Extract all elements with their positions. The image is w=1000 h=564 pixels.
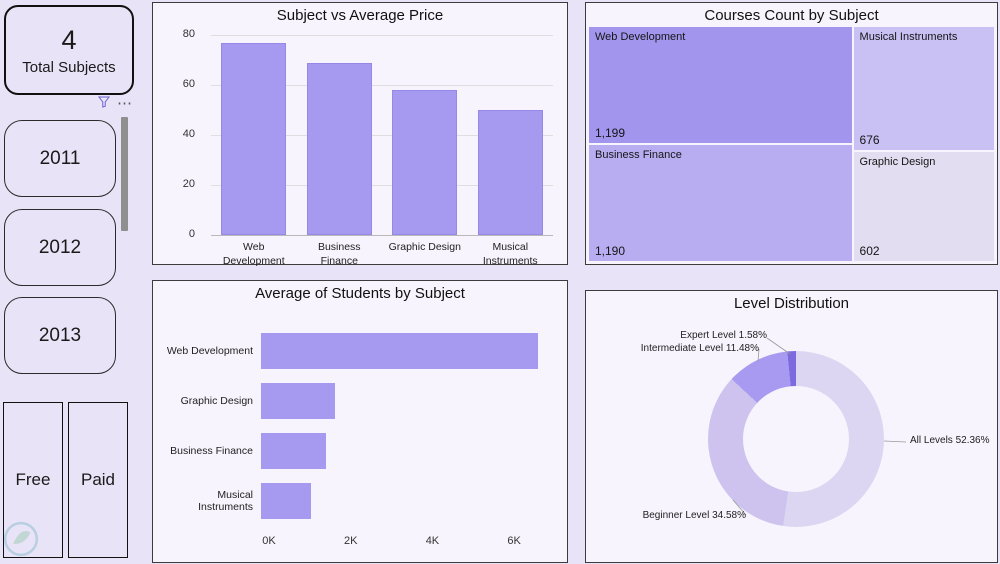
watermark-logo bbox=[2, 520, 40, 563]
bar-business-finance[interactable] bbox=[261, 433, 327, 469]
price-x-axis: Web Development Business Finance Graphic D… bbox=[211, 241, 553, 268]
total-subjects-card: 4 Total Subjects bbox=[4, 5, 134, 95]
bar-web-development[interactable] bbox=[221, 42, 287, 235]
gridline bbox=[211, 235, 553, 236]
category-label: Business Finance bbox=[170, 445, 253, 457]
card-subject-vs-average-price: Subject vs Average Price 0 20 40 60 80 Web D… bbox=[152, 2, 568, 268]
year-slicer-item-2011[interactable]: 2011 bbox=[4, 120, 116, 197]
treemap-cell-musical-instruments[interactable]: Musical Instruments 676 bbox=[853, 27, 994, 150]
x-axis-label: Business Finance bbox=[317, 241, 361, 267]
y-axis-label: 80 bbox=[182, 28, 195, 40]
x-axis-label: 4K bbox=[425, 535, 440, 547]
treemap-cell-label: Web Development bbox=[595, 31, 686, 43]
treemap-cell-value: 1,190 bbox=[595, 244, 626, 258]
card-average-students-by-subject: Average of Students by Subject Web Devel… bbox=[152, 280, 568, 563]
bar-graphic-design[interactable] bbox=[392, 90, 458, 235]
bar-musical-instruments[interactable] bbox=[477, 110, 543, 235]
treemap-cell-web-development[interactable]: Web Development 1,199 bbox=[589, 27, 852, 144]
bar-row: Graphic Design bbox=[161, 383, 555, 419]
bar-graphic-design[interactable] bbox=[261, 383, 335, 419]
year-slicer-scrollbar[interactable] bbox=[121, 117, 128, 231]
treemap-cell-label: Musical Instruments bbox=[859, 31, 958, 43]
category-label: Musical Instruments bbox=[198, 489, 253, 513]
donut-label-intermediate: Intermediate Level 11.48% bbox=[640, 343, 759, 354]
filter-icon[interactable] bbox=[97, 95, 111, 113]
bar-track bbox=[261, 333, 555, 369]
total-subjects-label: Total Subjects bbox=[22, 58, 116, 76]
bars-container bbox=[211, 35, 553, 235]
bar-row: Web Development bbox=[161, 333, 555, 369]
treemap-cell-label: Business Finance bbox=[595, 149, 682, 162]
students-x-axis: 0K 2K 4K 6K bbox=[262, 535, 555, 549]
x-axis-label: 6K bbox=[507, 535, 521, 547]
paid-filter-button[interactable]: Paid bbox=[68, 402, 128, 558]
price-y-axis: 0 20 40 60 80 bbox=[153, 28, 203, 240]
bar-row: Business Finance bbox=[161, 433, 555, 469]
x-axis-label: Musical Instruments bbox=[482, 241, 538, 267]
treemap-cell-graphic-design[interactable]: Graphic Design 602 bbox=[853, 151, 994, 261]
year-slicer-item-2012[interactable]: 2012 bbox=[4, 209, 116, 286]
bar-track bbox=[261, 433, 555, 469]
x-axis-label: Graphic Design bbox=[388, 241, 461, 253]
y-axis-label: 40 bbox=[182, 128, 195, 140]
gridline bbox=[211, 35, 553, 36]
more-options-icon[interactable]: ⋯ bbox=[117, 95, 132, 112]
students-rows: Web Development Graphic Design Business Fi… bbox=[161, 333, 555, 533]
card-level-distribution: Level Distribution Expert Level 1.58% In… bbox=[585, 290, 998, 563]
year-slicer-toolbar: ⋯ bbox=[97, 95, 132, 113]
x-axis-label: Web Development bbox=[222, 241, 285, 267]
treemap-cell-value: 676 bbox=[859, 132, 880, 147]
bar-musical-instruments[interactable] bbox=[261, 483, 312, 519]
treemap: Web Development 1,199 Business Finance 1,19… bbox=[589, 27, 994, 261]
chart-title: Level Distribution bbox=[733, 295, 850, 312]
donut-label-all-levels: All Levels 52.36% bbox=[910, 435, 990, 446]
chart-title: Subject vs Average Price bbox=[276, 7, 444, 24]
bar-track bbox=[261, 483, 555, 519]
price-plot bbox=[211, 35, 553, 236]
x-axis-label: 2K bbox=[343, 535, 358, 547]
bar-row: Musical Instruments bbox=[161, 483, 555, 519]
gridline bbox=[211, 185, 553, 186]
bar-business-finance[interactable] bbox=[306, 62, 372, 235]
y-axis-label: 20 bbox=[182, 178, 195, 190]
x-axis-label: 0K bbox=[262, 535, 276, 547]
donut-chart[interactable] bbox=[708, 351, 884, 527]
treemap-cell-value: 1,199 bbox=[595, 126, 626, 141]
treemap-cell-label: Graphic Design bbox=[859, 155, 936, 168]
chart-title: Courses Count by Subject bbox=[704, 7, 879, 24]
donut-label-expert: Expert Level 1.58% bbox=[680, 330, 767, 341]
treemap-cell-business-finance[interactable]: Business Finance 1,190 bbox=[589, 145, 852, 261]
treemap-cell-value: 602 bbox=[859, 244, 880, 258]
chart-title: Average of Students by Subject bbox=[255, 285, 465, 302]
y-axis-label: 0 bbox=[188, 228, 195, 240]
bar-track bbox=[261, 383, 555, 419]
category-label: Graphic Design bbox=[180, 395, 253, 407]
card-courses-count-by-subject: Courses Count by Subject Web Development… bbox=[585, 2, 998, 265]
year-slicer-item-2013[interactable]: 2013 bbox=[4, 297, 116, 374]
treemap-column: Musical Instruments 676 Graphic Design 602 bbox=[853, 27, 994, 261]
total-subjects-value: 4 bbox=[61, 24, 77, 55]
donut-label-beginner: Beginner Level 34.58% bbox=[642, 510, 746, 521]
gridline bbox=[211, 85, 553, 86]
free-filter-button[interactable]: Free bbox=[3, 402, 63, 558]
gridline bbox=[211, 135, 553, 136]
y-axis-label: 60 bbox=[182, 78, 195, 90]
bar-web-development[interactable] bbox=[261, 333, 539, 369]
treemap-column: Web Development 1,199 Business Finance 1,19… bbox=[589, 27, 852, 261]
category-label: Web Development bbox=[166, 345, 253, 357]
